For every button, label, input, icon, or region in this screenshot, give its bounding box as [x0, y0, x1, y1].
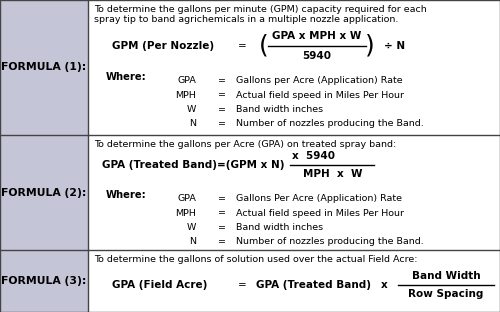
- Text: Where:: Where:: [106, 190, 147, 200]
- Text: FORMULA (3):: FORMULA (3):: [2, 276, 86, 286]
- Text: Band Width: Band Width: [412, 271, 480, 281]
- Text: GPA (Treated Band)=(GPM x N): GPA (Treated Band)=(GPM x N): [102, 160, 284, 170]
- Text: GPM (Per Nozzle): GPM (Per Nozzle): [112, 41, 214, 51]
- Text: GPA: GPA: [177, 194, 196, 203]
- Text: Actual field speed in Miles Per Hour: Actual field speed in Miles Per Hour: [236, 208, 404, 217]
- Text: ): ): [365, 34, 375, 58]
- Text: =: =: [218, 194, 226, 203]
- Text: MPH: MPH: [175, 208, 196, 217]
- Text: GPA (Treated Band): GPA (Treated Band): [256, 280, 371, 290]
- Text: GPA: GPA: [177, 76, 196, 85]
- Text: N: N: [189, 119, 196, 129]
- Text: Number of nozzles producing the Band.: Number of nozzles producing the Band.: [236, 237, 424, 246]
- Text: FORMULA (2):: FORMULA (2):: [2, 188, 86, 197]
- Text: W: W: [186, 223, 196, 232]
- Bar: [0, 250, 88, 312]
- Text: (: (: [259, 34, 269, 58]
- Text: =: =: [218, 90, 226, 100]
- Text: =: =: [218, 223, 226, 232]
- Text: x: x: [380, 280, 388, 290]
- Bar: [88, 0, 500, 135]
- Text: MPH  x  W: MPH x W: [303, 169, 363, 179]
- Text: Number of nozzles producing the Band.: Number of nozzles producing the Band.: [236, 119, 424, 129]
- Text: GPA (Field Acre): GPA (Field Acre): [112, 280, 208, 290]
- Text: To determine the gallons per minute (GPM) capacity required for each
spray tip t: To determine the gallons per minute (GPM…: [94, 5, 427, 24]
- Text: ÷ N: ÷ N: [384, 41, 405, 51]
- Text: Row Spacing: Row Spacing: [408, 289, 484, 299]
- Text: GPA x MPH x W: GPA x MPH x W: [272, 31, 362, 41]
- Text: Where:: Where:: [106, 72, 147, 82]
- Text: Gallons Per Acre (Application) Rate: Gallons Per Acre (Application) Rate: [236, 194, 402, 203]
- Text: x  5940: x 5940: [292, 151, 335, 161]
- Bar: [88, 250, 500, 312]
- Text: =: =: [218, 119, 226, 129]
- Text: =: =: [238, 280, 246, 290]
- Text: Gallons per Acre (Application) Rate: Gallons per Acre (Application) Rate: [236, 76, 402, 85]
- Text: Actual field speed in Miles Per Hour: Actual field speed in Miles Per Hour: [236, 90, 404, 100]
- Text: N: N: [189, 237, 196, 246]
- Text: Band width inches: Band width inches: [236, 223, 323, 232]
- Bar: [88, 135, 500, 250]
- Text: To determine the gallons of solution used over the actual Field Acre:: To determine the gallons of solution use…: [94, 255, 418, 264]
- Text: W: W: [186, 105, 196, 114]
- Text: FORMULA (1):: FORMULA (1):: [2, 62, 86, 72]
- Text: 5940: 5940: [302, 51, 332, 61]
- Text: =: =: [218, 237, 226, 246]
- Bar: [0, 135, 88, 250]
- Text: =: =: [218, 105, 226, 114]
- Text: =: =: [218, 76, 226, 85]
- Bar: [0, 0, 88, 135]
- Text: MPH: MPH: [175, 90, 196, 100]
- Text: Band width inches: Band width inches: [236, 105, 323, 114]
- Text: To determine the gallons per Acre (GPA) on treated spray band:: To determine the gallons per Acre (GPA) …: [94, 140, 396, 149]
- Text: =: =: [238, 41, 246, 51]
- Text: =: =: [218, 208, 226, 217]
